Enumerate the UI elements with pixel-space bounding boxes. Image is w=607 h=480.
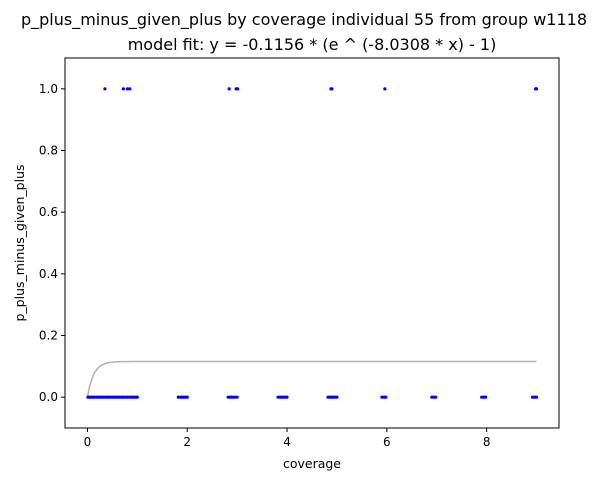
data-point	[434, 395, 438, 399]
x-tick-label: 0	[84, 435, 92, 449]
y-tick-label: 0.6	[39, 205, 58, 219]
y-tick-label: 0.0	[39, 390, 58, 404]
plot-frame	[64, 57, 560, 429]
y-tick-label: 0.2	[39, 329, 58, 343]
data-point	[103, 87, 107, 91]
y-axis-label: p_plus_minus_given_plus	[12, 164, 27, 321]
x-axis-label: coverage	[283, 456, 341, 471]
y-tick-label: 1.0	[39, 82, 58, 96]
y-tick-label: 0.4	[39, 267, 58, 281]
x-tick-label: 8	[483, 435, 491, 449]
data-point	[227, 87, 231, 91]
x-tick-label: 4	[283, 435, 291, 449]
plot-area	[86, 87, 539, 399]
data-point	[121, 87, 125, 91]
data-point	[484, 395, 488, 399]
data-point	[383, 87, 387, 91]
data-point	[285, 395, 289, 399]
y-tick-label: 0.8	[39, 144, 58, 158]
fit-curve	[86, 360, 537, 398]
y-axis: 0.0 0.2 0.4 0.6 0.8 1.0	[39, 82, 65, 404]
data-point	[235, 395, 239, 399]
data-point	[185, 395, 189, 399]
data-point	[236, 87, 240, 91]
data-point	[135, 395, 139, 399]
data-point	[128, 87, 132, 91]
x-axis: 0 2 4 6 8	[84, 428, 491, 449]
data-point	[125, 87, 129, 91]
x-tick-label: 2	[183, 435, 191, 449]
data-point	[384, 395, 388, 399]
data-point	[335, 395, 339, 399]
data-point	[330, 87, 334, 91]
chart-subtitle: model fit: y = -0.1156 * (e ^ (-8.0308 *…	[128, 35, 497, 54]
data-point	[534, 87, 539, 91]
x-tick-label: 6	[383, 435, 391, 449]
chart-title: p_plus_minus_given_plus by coverage indi…	[21, 10, 587, 30]
data-point	[534, 395, 539, 399]
